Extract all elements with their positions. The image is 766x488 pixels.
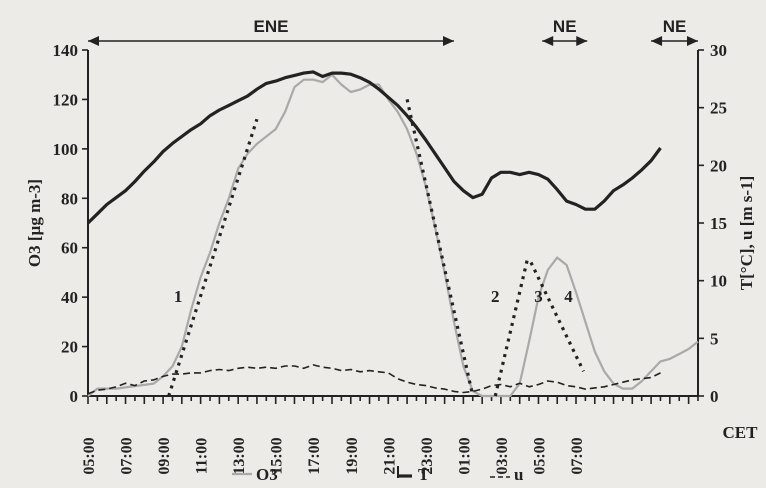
annotations-group: ENE NE NE 1 2 3 4	[88, 17, 698, 306]
arrowhead-left-icon	[651, 36, 663, 46]
arrowhead-left-icon	[542, 36, 554, 46]
fit-4-line	[529, 261, 585, 372]
x-tick-label: 15:00	[269, 437, 286, 474]
left-tick-label: 40	[61, 288, 78, 307]
arrowhead-right-icon	[687, 36, 698, 46]
series-o3-line	[87, 73, 699, 398]
legend-u-label: u	[514, 465, 523, 484]
arrowhead-left-icon	[88, 36, 99, 46]
x-tick-label: 05:00	[531, 437, 548, 474]
x-tick-label: 01:00	[456, 437, 473, 474]
right-tick-label: 25	[710, 99, 727, 118]
x-tick-label: 07:00	[119, 437, 136, 474]
legend-t-label: T	[418, 465, 430, 484]
right-tick-label: 10	[710, 272, 727, 291]
x-tick-label: 03:00	[494, 437, 511, 474]
x-axis-title: CET	[723, 423, 759, 442]
arrowhead-right-icon	[576, 36, 588, 46]
x-tick-label: 07:00	[569, 437, 586, 474]
fit-1-line	[167, 118, 259, 397]
left-tick-label: 100	[53, 140, 79, 159]
x-tick-label: 13:00	[231, 437, 248, 474]
right-tick-label: 15	[710, 214, 727, 233]
left-tick-label: 120	[53, 90, 79, 109]
x-tick-label: 21:00	[381, 437, 398, 474]
x-tick-label: 05:00	[81, 437, 98, 474]
right-tick-label: 20	[710, 156, 727, 175]
x-tick-label: 17:00	[306, 437, 323, 474]
segment-label: 1	[174, 287, 183, 306]
wind-direction-label: ENE	[254, 17, 289, 36]
fit-2-line	[405, 99, 475, 397]
wind-direction-label: NE	[663, 17, 687, 36]
segment-label: 2	[491, 287, 500, 306]
left-tick-label: 20	[61, 338, 78, 357]
axes-group: 0 20 40 60 80 100 120 140 0 5 10 15 20 25 30 05:00 07:00…	[25, 41, 758, 475]
left-tick-label: 80	[61, 189, 78, 208]
series-t-line	[86, 70, 662, 225]
wind-direction-label: NE	[553, 17, 577, 36]
x-tick-label: 11:00	[194, 438, 211, 474]
legend-o3-label: O3	[256, 465, 278, 484]
series-u-line	[87, 364, 661, 395]
right-axis-title: T[°C], u [m s-1]	[737, 176, 756, 290]
right-tick-label: 5	[710, 329, 719, 348]
x-tick-label: 09:00	[156, 437, 173, 474]
arrowhead-right-icon	[443, 36, 454, 46]
x-tick-label: 19:00	[344, 437, 361, 474]
left-tick-label: 60	[61, 239, 78, 258]
left-tick-label: 140	[53, 41, 79, 60]
segment-label: 4	[564, 287, 573, 306]
segment-label: 3	[534, 287, 543, 306]
x-tick-label: 23:00	[419, 437, 436, 474]
series-group	[86, 70, 699, 398]
right-tick-label: 0	[710, 387, 719, 406]
left-tick-label: 0	[70, 387, 79, 406]
left-axis-title: O3 [µg m-3]	[25, 179, 44, 267]
right-tick-label: 30	[710, 41, 727, 60]
